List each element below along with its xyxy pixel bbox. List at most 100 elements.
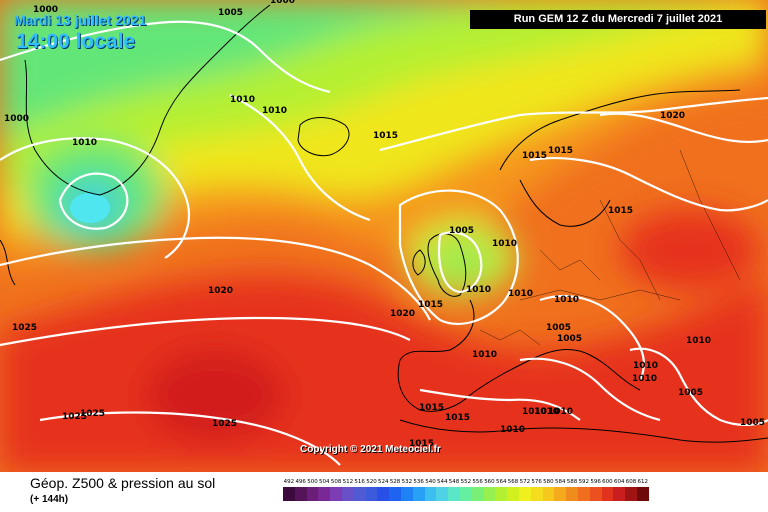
isobar-label: 1015: [522, 151, 547, 161]
isobar-label: 1020: [208, 286, 233, 296]
scale-swatch: [330, 487, 342, 501]
scale-label: 508: [330, 479, 342, 485]
scale-label: 592: [578, 479, 590, 485]
isobar-label: 1010: [522, 407, 547, 417]
color-scale-swatches: [283, 487, 649, 501]
scale-label: 528: [389, 479, 401, 485]
isobar-label: 1010: [632, 374, 657, 384]
scale-label: 604: [613, 479, 625, 485]
scale-swatch: [459, 487, 472, 501]
isobar-label: 1010: [500, 425, 525, 435]
coastlines: [0, 4, 768, 443]
isobar-label: 1010: [633, 361, 658, 371]
scale-label: 500: [307, 479, 318, 485]
scale-label: 612: [637, 479, 649, 485]
scale-label: 576: [531, 479, 542, 485]
borders: [479, 149, 741, 346]
isobar-label: 1010: [548, 407, 573, 417]
scale-label: 580: [543, 479, 554, 485]
scale-label: 548: [448, 479, 460, 485]
color-scale-labels: 492 496 500 504 508 512 516 520 524 528 532 536 540 5…: [283, 479, 649, 485]
scale-swatch: [542, 487, 555, 501]
isobar-label: 1010: [466, 285, 491, 295]
isobar-label: 1005: [557, 334, 582, 344]
scale-label: 608: [625, 479, 637, 485]
scale-label: 540: [425, 479, 436, 485]
color-scale: 492 496 500 504 508 512 516 520 524 528 532 536 540 5…: [283, 479, 649, 501]
scale-swatch: [613, 487, 626, 501]
geopotential-field: [0, 0, 768, 472]
scale-swatch: [448, 487, 460, 501]
scale-swatch: [341, 487, 354, 501]
isobar-label: 1025: [12, 323, 37, 333]
isobar-label: 1015: [419, 403, 444, 413]
scale-label: 516: [354, 479, 365, 485]
isobar-label: 1015: [409, 439, 434, 449]
isobar-label: 1010: [686, 336, 711, 346]
isobar-label: 1005: [740, 418, 765, 428]
isobar-label: 1010: [508, 289, 533, 299]
isobar-label: 1025: [80, 409, 105, 419]
scale-swatch: [483, 487, 496, 501]
legend-title: Géop. Z500 & pression au sol: [30, 475, 216, 491]
isobar-label: 1020: [660, 111, 685, 121]
scale-swatch: [318, 487, 331, 501]
legend-bar: Géop. Z500 & pression au sol (+ 144h) 49…: [0, 472, 768, 512]
isobar-label: 1005: [218, 8, 243, 18]
forecast-map: 1005100010001000101010101010101510201015…: [0, 0, 768, 472]
scale-swatch: [365, 487, 378, 501]
isobar-label: 1005: [546, 323, 571, 333]
isobar-label: 1010: [262, 106, 287, 116]
run-info-banner: Run GEM 12 Z du Mercredi 7 juillet 2021: [470, 10, 766, 29]
isobar-label: 1010: [72, 138, 97, 148]
scale-label: 568: [507, 479, 519, 485]
scale-label: 600: [602, 479, 613, 485]
scale-swatch: [577, 487, 590, 501]
scale-label: 556: [472, 479, 483, 485]
isobar-label: 1015: [418, 300, 443, 310]
scale-swatch: [636, 487, 649, 501]
lead-time: (+ 144h): [30, 494, 69, 505]
scale-label: 560: [484, 479, 495, 485]
scale-label: 596: [590, 479, 601, 485]
scale-swatch: [353, 487, 366, 501]
scale-label: 496: [295, 479, 306, 485]
scale-swatch: [283, 487, 295, 501]
scale-swatch: [495, 487, 508, 501]
scale-swatch: [294, 487, 307, 501]
scale-swatch: [507, 487, 519, 501]
scale-swatch: [436, 487, 449, 501]
isobar-label: 1010: [472, 350, 497, 360]
scale-label: 552: [460, 479, 472, 485]
isobars: [0, 20, 768, 466]
isobar-label: 1000: [270, 0, 295, 6]
scale-label: 588: [566, 479, 578, 485]
scale-swatch: [530, 487, 543, 501]
copyright-notice: Copyright © 2021 Meteociel.fr: [300, 444, 441, 455]
scale-label: 584: [554, 479, 566, 485]
scale-swatch: [625, 487, 637, 501]
isobar-label: 1010: [230, 95, 255, 105]
scale-label: 532: [401, 479, 413, 485]
scale-swatch: [412, 487, 425, 501]
scale-swatch: [471, 487, 484, 501]
isobar-label: 1025: [62, 412, 87, 422]
scale-label: 492: [283, 479, 295, 485]
scale-swatch: [554, 487, 567, 501]
isobar-label: 1015: [608, 206, 633, 216]
scale-label: 520: [366, 479, 377, 485]
valid-time: 14:00 locale: [16, 30, 136, 53]
isobar-label: 1005: [678, 388, 703, 398]
isobar-label: 1005: [449, 226, 474, 236]
scale-label: 504: [319, 479, 330, 485]
scale-swatch: [389, 487, 401, 501]
scale-swatch: [566, 487, 578, 501]
scale-swatch: [518, 487, 531, 501]
scale-swatch: [601, 487, 614, 501]
isobar-label: 1010: [554, 295, 579, 305]
scale-label: 564: [495, 479, 507, 485]
valid-date: Mardi 13 juillet 2021: [14, 12, 147, 28]
scale-label: 572: [519, 479, 531, 485]
isobar-label: 1000: [4, 114, 29, 124]
scale-label: 544: [437, 479, 448, 485]
